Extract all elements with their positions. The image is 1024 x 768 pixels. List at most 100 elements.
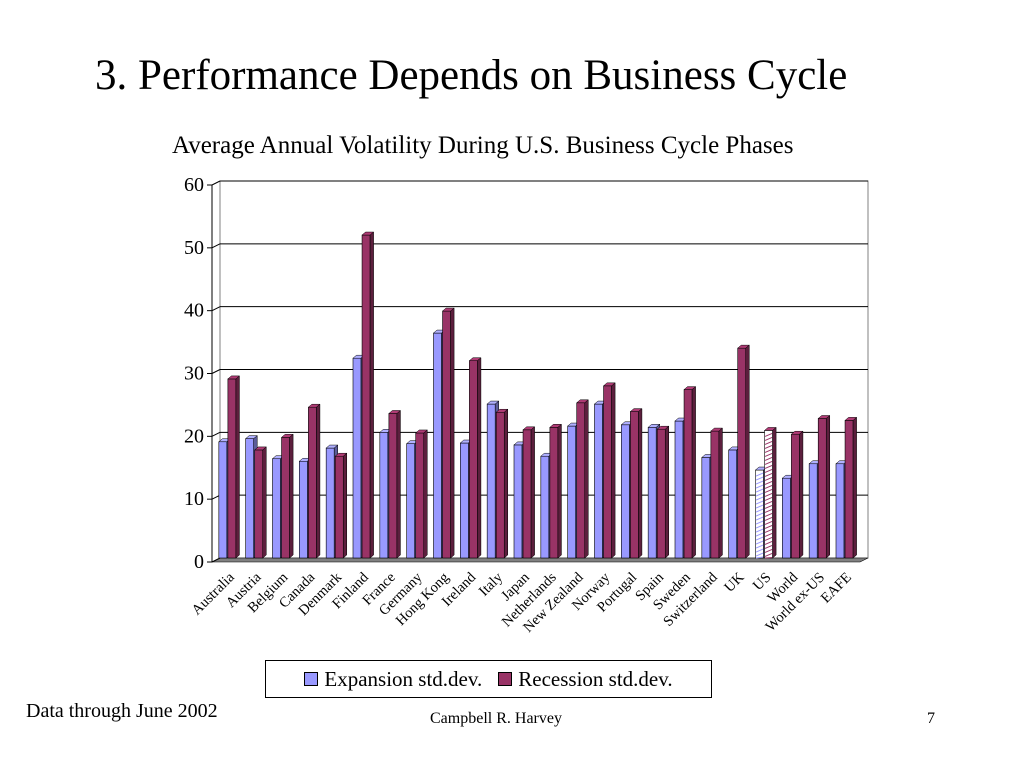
bar-hatch [764,452,773,457]
bar-recession-italy [495,411,505,559]
bar-hatch [755,536,764,541]
bar-expansion-japan [513,444,523,559]
bar-expansion-spain [647,427,657,559]
bar-expansion-new-zealand [567,425,577,559]
bar-hatch [764,548,773,553]
bar-hatch [755,504,764,509]
bar-recession-eafe [844,420,854,559]
bar-expansion-hong-kong [433,332,442,559]
bar-expansion-netherlands [540,455,550,559]
bar-hatch [764,464,773,469]
bar-hatch [755,472,764,477]
bar-side [423,429,428,559]
bar-hatch [755,500,764,505]
bar-hatch [764,488,773,493]
slide-title: 3. Performance Depends on Business Cycle [95,52,848,99]
bar-hatch [755,508,764,513]
bar-hatch [764,508,773,513]
bar-hatch [755,480,764,485]
bar-expansion-austria [245,438,255,559]
legend-swatch-expansion [304,672,319,686]
bar-recession-world-ex-us [817,418,827,559]
bar-recession-portugal [630,411,639,559]
bar-hatch [764,436,773,441]
bar-recession-japan [522,429,532,559]
author-credit: Campbell R. Harvey [430,710,562,727]
bar-hatch [764,456,773,461]
chart-floor [211,557,869,563]
bar-expansion-denmark [325,447,335,559]
legend-item-recession: Recession std.dev. [498,666,673,692]
y-tick-label: 20 [184,425,204,447]
bar-recession-germany [415,432,425,559]
bar-expansion-italy [486,403,496,559]
bar-hatch [755,524,764,529]
bar-recession-uk [737,347,747,559]
bar-side [477,357,482,559]
y-tick-label: 10 [184,488,204,510]
bar-expansion-germany [406,443,416,559]
bar-hatch [755,528,764,533]
bar-hatch [764,552,773,557]
bar-side [396,409,401,559]
y-tick-label: 40 [184,300,204,322]
bar-recession-netherlands [549,427,559,559]
bar-hatch [764,504,773,509]
bar-side [584,399,589,559]
gridline-side [211,306,221,312]
bar-recession-canada [308,406,317,559]
bar-hatch [755,552,764,557]
bar-recession-world [791,433,800,559]
bar-side [691,386,696,559]
bar-side [316,403,321,559]
y-tick-label: 60 [184,174,204,196]
bar-expansion-world [782,477,791,559]
bar-hatch [755,548,764,553]
bar-hatch [755,532,764,537]
bar-hatch [764,528,773,533]
bar-recession-denmark [334,455,344,559]
gridline-side [211,431,221,437]
bar-side [504,408,509,559]
x-tick-label: EAFE [818,569,855,606]
footnote: Data through June 2002 [26,700,218,722]
bar-side [611,382,616,559]
bar-hatch [764,480,773,485]
x-tick-label: UK [721,569,747,595]
bar-recession-ireland [469,360,478,559]
bar-hatch [764,532,773,537]
chart-title: Average Annual Volatility During U.S. Bu… [172,132,794,159]
bar-hatch [764,472,773,477]
bar-expansion-sweden [674,420,684,559]
bar-recession-new-zealand [576,402,586,559]
bar-hatch [764,536,773,541]
bar-side [665,425,670,559]
bar-hatch [764,520,773,525]
bar-hatch [764,448,773,453]
bar-expansion-canada [299,460,308,559]
bar-hatch [764,524,773,529]
bar-side [826,414,831,559]
bar-recession-france [388,413,398,559]
bar-hatch [755,492,764,497]
gridline-side [211,369,221,374]
bar-hatch [755,520,764,525]
chart-legend: Expansion std.dev. Recession std.dev. [265,660,712,698]
bar-side [852,416,857,559]
gridline-side [211,180,221,186]
bar-expansion-portugal [621,424,630,559]
bar-hatch [755,484,764,489]
bar-hatch [764,492,773,497]
bar-hatch [764,440,773,445]
bar-hatch [755,512,764,517]
bar-side [557,423,562,559]
legend-label-expansion: Expansion std.dev. [324,666,483,691]
bar-side [343,452,348,559]
bar-hatch [755,556,764,559]
bar-expansion-ireland [460,442,469,559]
bar-hatch [764,468,773,473]
bar-hatch [764,484,773,489]
bar-side [450,307,455,559]
legend-label-recession: Recession std.dev. [518,666,673,691]
